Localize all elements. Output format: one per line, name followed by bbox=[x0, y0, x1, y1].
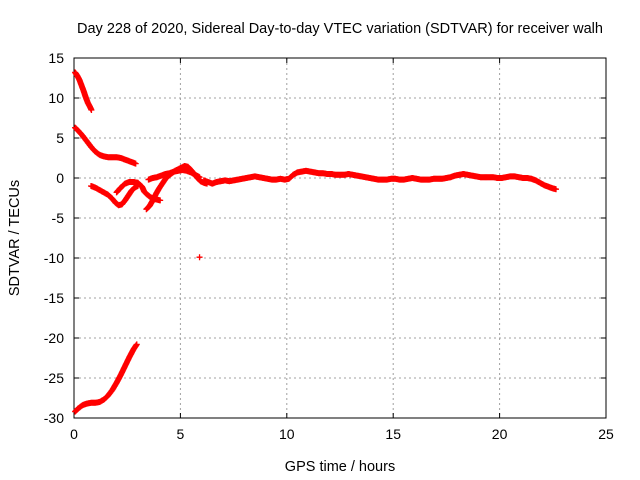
x-tick-label: 0 bbox=[70, 426, 78, 442]
x-tick-label: 15 bbox=[385, 426, 401, 442]
x-axis-label: GPS time / hours bbox=[285, 459, 395, 475]
data-point bbox=[132, 160, 139, 167]
y-tick-label: 0 bbox=[56, 170, 64, 186]
y-tick-label: -30 bbox=[44, 410, 64, 426]
y-tick-labels: -30 -25 -20 -15 -10 -5 0 5 10 15 bbox=[44, 50, 64, 426]
data-point bbox=[133, 341, 140, 348]
y-tick-label: -25 bbox=[44, 370, 64, 386]
data-point bbox=[88, 107, 95, 113]
y-tick-label: 5 bbox=[56, 130, 64, 146]
series-arc-high bbox=[72, 69, 95, 113]
y-tick-label: -15 bbox=[44, 290, 64, 306]
y-axis-label: SDTVAR / TECUs bbox=[7, 180, 23, 296]
y-tick-label: -20 bbox=[44, 330, 64, 346]
series-arc-main bbox=[200, 167, 559, 193]
y-tick-label: -5 bbox=[52, 210, 65, 226]
x-tick-label: 20 bbox=[492, 426, 508, 442]
x-tick-label: 25 bbox=[598, 426, 614, 442]
gridlines bbox=[74, 58, 606, 418]
chart-title: Day 228 of 2020, Sidereal Day-to-day VTE… bbox=[77, 21, 603, 37]
series-arc-mid-a bbox=[88, 183, 141, 209]
plot-frame bbox=[73, 57, 607, 419]
y-tick-label: 10 bbox=[48, 90, 64, 106]
series-arc-flat-left bbox=[145, 167, 203, 183]
y-tick-label: 15 bbox=[48, 50, 64, 66]
series-arc-upper bbox=[72, 124, 139, 167]
data-point bbox=[157, 197, 164, 204]
axis-ticks bbox=[73, 57, 607, 419]
x-tick-labels: 0 5 10 15 20 25 bbox=[70, 426, 614, 442]
x-tick-label: 5 bbox=[177, 426, 185, 442]
x-tick-label: 10 bbox=[279, 426, 295, 442]
data-point bbox=[552, 186, 559, 193]
data-points bbox=[72, 69, 559, 415]
series-arc-low bbox=[72, 341, 140, 415]
data-point bbox=[196, 174, 203, 181]
series-isolated-point bbox=[196, 254, 203, 261]
data-point bbox=[196, 254, 203, 261]
y-tick-label: -10 bbox=[44, 250, 64, 266]
